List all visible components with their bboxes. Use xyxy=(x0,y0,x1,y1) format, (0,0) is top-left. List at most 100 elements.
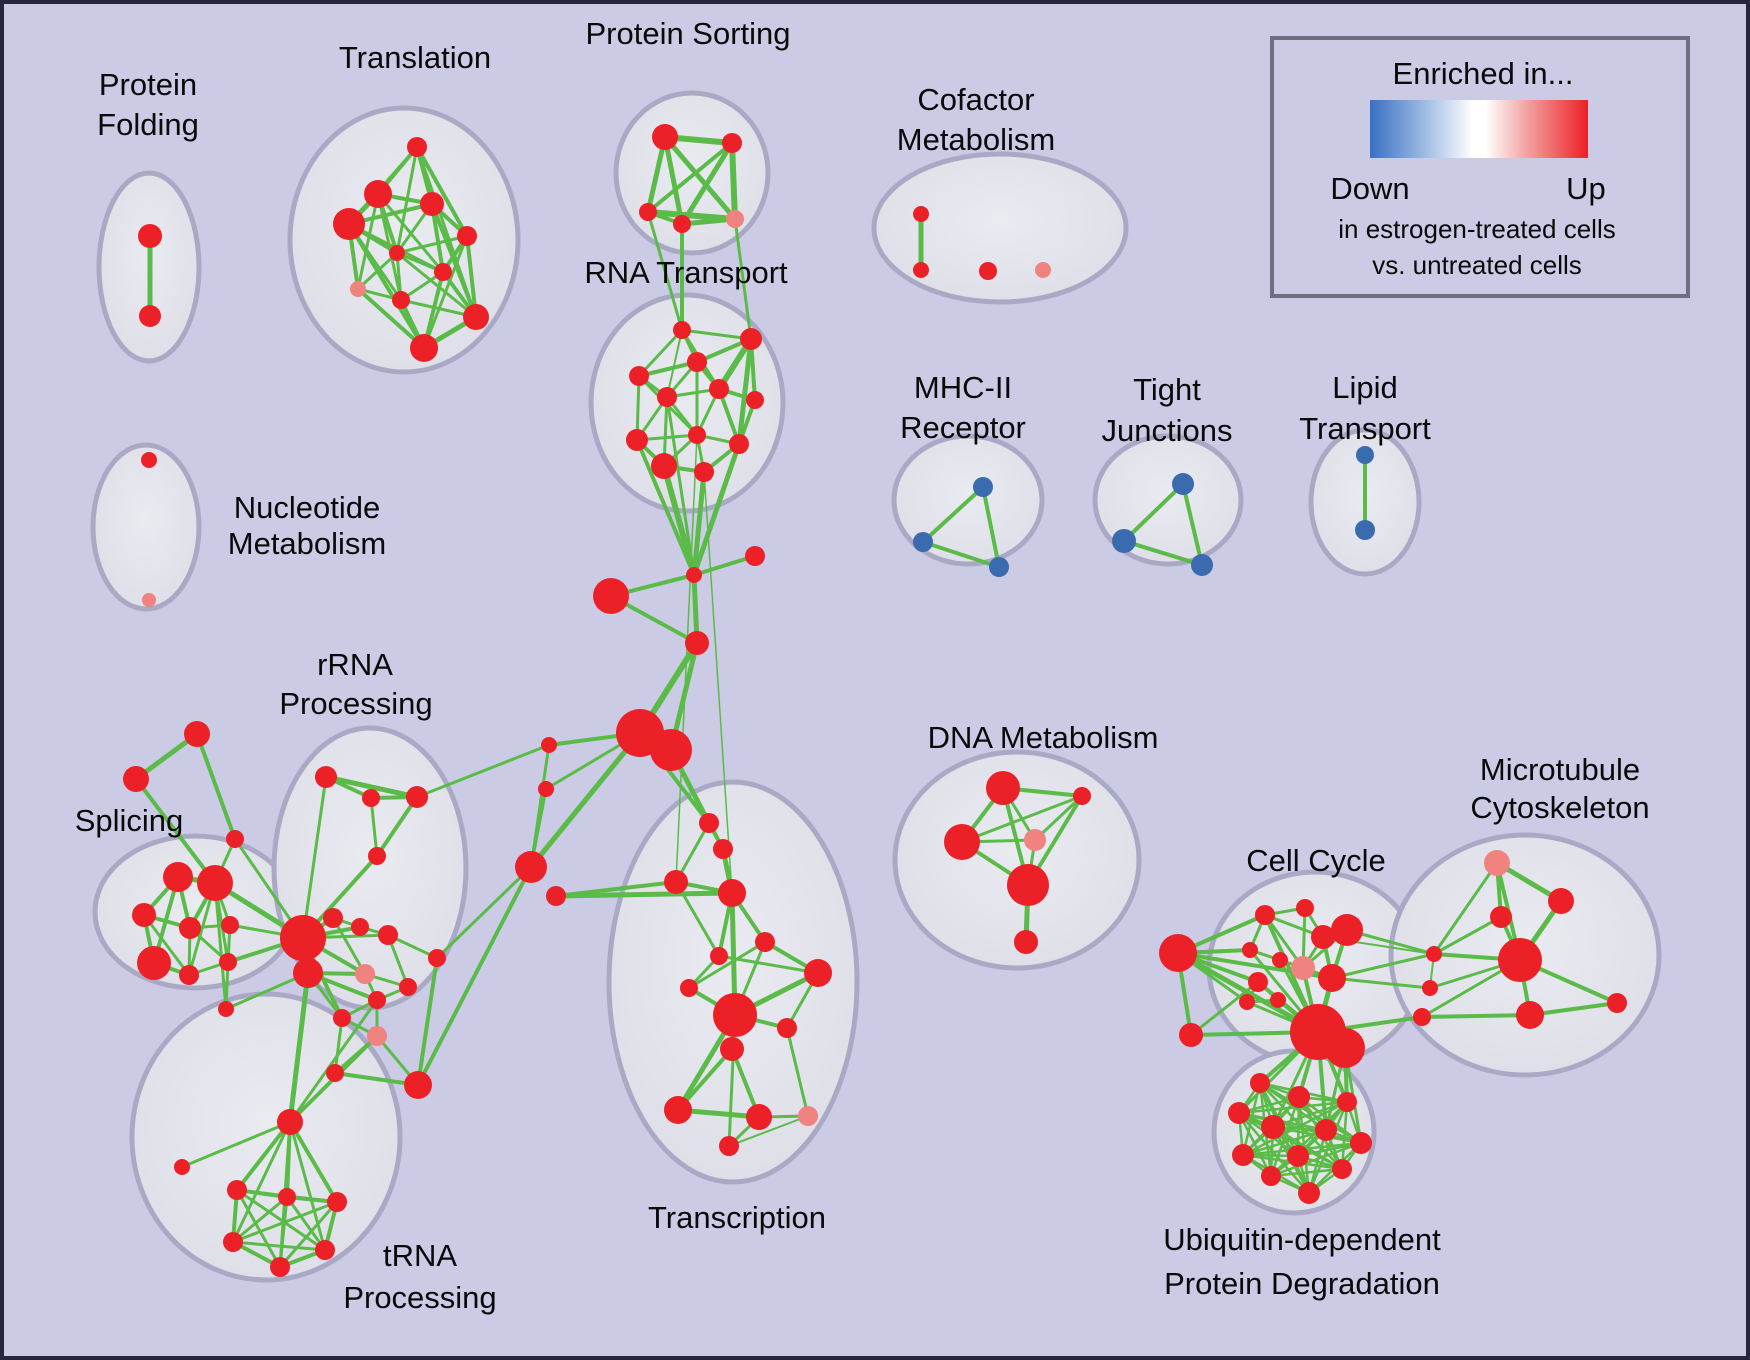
gene-set-node-30[interactable] xyxy=(745,546,765,566)
gene-set-node-89[interactable] xyxy=(223,1232,243,1252)
gene-set-node-3[interactable] xyxy=(364,180,392,208)
gene-set-node-62[interactable] xyxy=(323,908,343,928)
gene-set-node-44[interactable] xyxy=(680,979,698,997)
gene-set-node-86[interactable] xyxy=(227,1180,247,1200)
gene-set-node-66[interactable] xyxy=(355,964,375,984)
gene-set-node-79[interactable] xyxy=(179,965,199,985)
gene-set-node-58[interactable] xyxy=(406,786,428,808)
gene-set-node-146[interactable] xyxy=(141,452,157,468)
gene-set-node-69[interactable] xyxy=(333,1009,351,1027)
gene-set-node-104[interactable] xyxy=(1242,942,1258,958)
gene-set-node-144[interactable] xyxy=(1356,446,1374,464)
gene-set-node-77[interactable] xyxy=(221,916,239,934)
gene-set-node-100[interactable] xyxy=(1255,905,1275,925)
gene-set-node-61[interactable] xyxy=(293,958,323,988)
gene-set-node-103[interactable] xyxy=(1331,914,1363,946)
gene-set-node-36[interactable] xyxy=(650,729,692,771)
gene-set-node-87[interactable] xyxy=(278,1188,296,1206)
gene-set-node-117[interactable] xyxy=(1548,888,1574,914)
gene-set-node-125[interactable] xyxy=(1228,1102,1250,1124)
gene-set-node-122[interactable] xyxy=(1250,1073,1270,1093)
gene-set-node-31[interactable] xyxy=(593,578,629,614)
gene-set-node-141[interactable] xyxy=(1172,473,1194,495)
gene-set-node-21[interactable] xyxy=(687,352,707,372)
gene-set-node-131[interactable] xyxy=(1332,1159,1352,1179)
gene-set-node-129[interactable] xyxy=(1232,1144,1254,1166)
gene-set-node-71[interactable] xyxy=(326,1064,344,1082)
gene-set-node-11[interactable] xyxy=(463,304,489,330)
gene-set-node-72[interactable] xyxy=(404,1071,432,1099)
gene-set-node-88[interactable] xyxy=(327,1192,347,1212)
gene-set-node-26[interactable] xyxy=(688,426,706,444)
gene-set-node-97[interactable] xyxy=(1014,930,1038,954)
gene-set-node-112[interactable] xyxy=(1325,1028,1365,1068)
gene-set-node-107[interactable] xyxy=(1248,972,1268,992)
gene-set-node-29[interactable] xyxy=(729,434,749,454)
gene-set-node-55[interactable] xyxy=(226,830,244,848)
gene-set-node-15[interactable] xyxy=(639,203,657,221)
gene-set-node-51[interactable] xyxy=(798,1106,818,1126)
gene-set-node-93[interactable] xyxy=(1073,787,1091,805)
gene-set-node-60[interactable] xyxy=(280,915,326,961)
gene-set-node-13[interactable] xyxy=(652,124,678,150)
gene-set-node-63[interactable] xyxy=(351,918,369,936)
gene-set-node-76[interactable] xyxy=(179,917,201,939)
gene-set-node-47[interactable] xyxy=(720,1037,744,1061)
gene-set-node-64[interactable] xyxy=(378,925,398,945)
gene-set-node-33[interactable] xyxy=(541,737,557,753)
gene-set-node-5[interactable] xyxy=(420,192,444,216)
gene-set-node-137[interactable] xyxy=(1035,262,1051,278)
gene-set-node-120[interactable] xyxy=(1607,993,1627,1013)
gene-set-node-74[interactable] xyxy=(538,781,554,797)
gene-set-node-85[interactable] xyxy=(174,1159,190,1175)
gene-set-node-34[interactable] xyxy=(686,567,702,583)
gene-set-node-27[interactable] xyxy=(651,453,677,479)
gene-set-node-19[interactable] xyxy=(740,328,762,350)
gene-set-node-54[interactable] xyxy=(123,766,149,792)
gene-set-node-41[interactable] xyxy=(546,886,566,906)
gene-set-node-145[interactable] xyxy=(1355,520,1375,540)
gene-set-node-78[interactable] xyxy=(137,946,171,980)
gene-set-node-43[interactable] xyxy=(710,947,728,965)
gene-set-node-123[interactable] xyxy=(1288,1086,1310,1108)
gene-set-node-20[interactable] xyxy=(629,366,649,386)
gene-set-node-105[interactable] xyxy=(1272,952,1288,968)
gene-set-node-7[interactable] xyxy=(389,245,405,261)
gene-set-node-2[interactable] xyxy=(407,137,427,157)
gene-set-node-118[interactable] xyxy=(1490,906,1512,928)
gene-set-node-142[interactable] xyxy=(1112,529,1136,553)
gene-set-node-108[interactable] xyxy=(1239,994,1255,1010)
gene-set-node-14[interactable] xyxy=(722,133,742,153)
gene-set-node-109[interactable] xyxy=(1270,992,1286,1008)
gene-set-node-17[interactable] xyxy=(726,210,744,228)
gene-set-node-114[interactable] xyxy=(1422,980,1438,996)
gene-set-node-39[interactable] xyxy=(664,870,688,894)
gene-set-node-127[interactable] xyxy=(1315,1119,1337,1141)
gene-set-node-56[interactable] xyxy=(315,766,337,788)
gene-set-node-121[interactable] xyxy=(1516,1001,1544,1029)
gene-set-node-98[interactable] xyxy=(1159,934,1197,972)
gene-set-node-136[interactable] xyxy=(979,262,997,280)
gene-set-node-106[interactable] xyxy=(1291,956,1315,980)
gene-set-node-45[interactable] xyxy=(804,959,832,987)
gene-set-node-50[interactable] xyxy=(746,1104,772,1130)
gene-set-node-10[interactable] xyxy=(392,291,410,309)
gene-set-node-91[interactable] xyxy=(315,1240,335,1260)
gene-set-node-143[interactable] xyxy=(1191,554,1213,576)
gene-set-node-134[interactable] xyxy=(913,206,929,222)
gene-set-node-32[interactable] xyxy=(685,631,709,655)
gene-set-node-96[interactable] xyxy=(1007,864,1049,906)
gene-set-node-49[interactable] xyxy=(664,1096,692,1124)
gene-set-node-81[interactable] xyxy=(218,1001,234,1017)
gene-set-node-57[interactable] xyxy=(362,789,380,807)
gene-set-node-140[interactable] xyxy=(989,557,1009,577)
gene-set-node-4[interactable] xyxy=(333,208,365,240)
gene-set-node-83[interactable] xyxy=(163,862,193,892)
gene-set-node-12[interactable] xyxy=(410,334,438,362)
gene-set-node-75[interactable] xyxy=(132,903,156,927)
gene-set-node-135[interactable] xyxy=(913,262,929,278)
gene-set-node-40[interactable] xyxy=(718,879,746,907)
gene-set-node-23[interactable] xyxy=(709,379,729,399)
gene-set-node-73[interactable] xyxy=(515,851,547,883)
gene-set-node-28[interactable] xyxy=(694,462,714,482)
